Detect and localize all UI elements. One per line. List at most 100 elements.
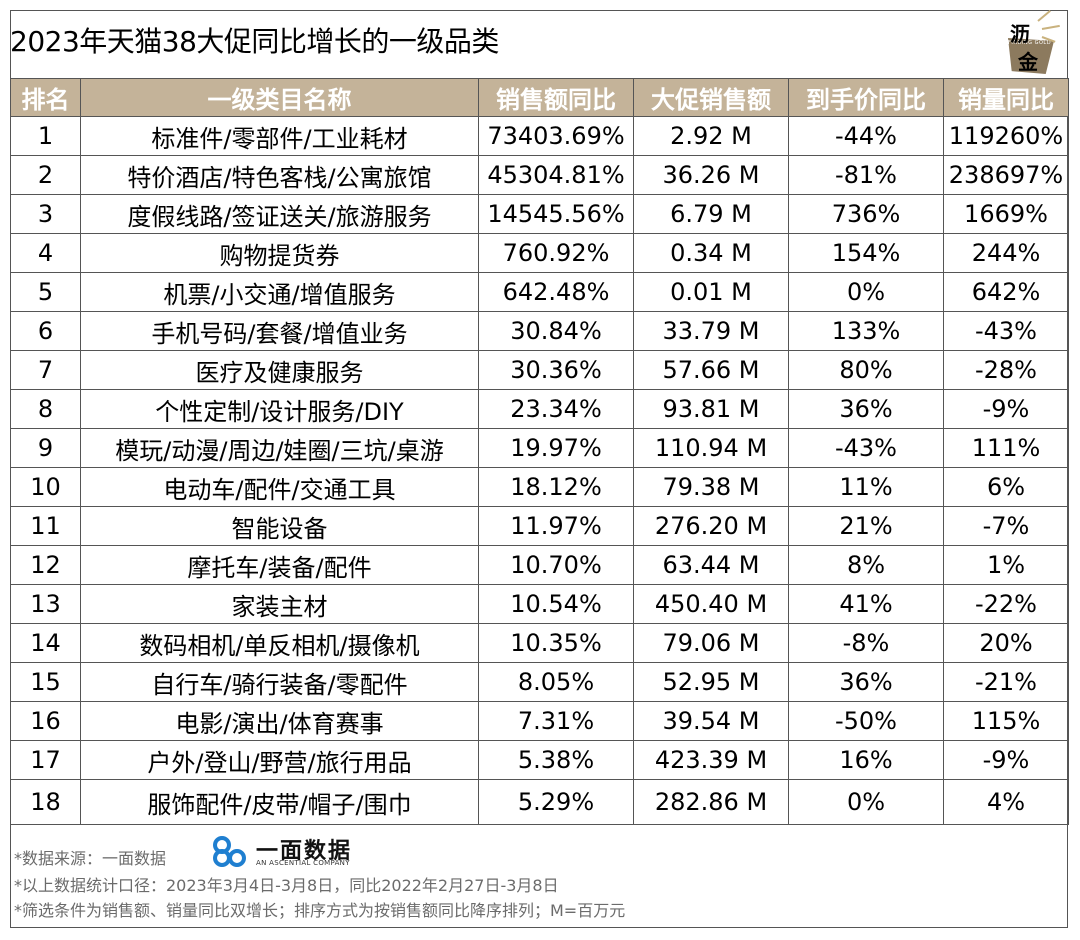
cell-category: 电动车/配件/交通工具 <box>80 467 479 507</box>
cell-sales-yoy: 45304.81% <box>478 155 634 195</box>
cell-price-yoy: 8% <box>788 545 944 585</box>
header-price-yoy: 到手价同比 <box>788 78 944 117</box>
cell-rank: 5 <box>10 272 81 312</box>
lijin-logo: FINDING GOLD 沥 金 <box>1004 9 1068 76</box>
footer-source: *数据来源：一面数据 <box>14 849 167 868</box>
cell-volume-yoy: 119260% <box>943 116 1069 156</box>
cell-sales-yoy: 14545.56% <box>478 194 634 234</box>
table-row: 5 机票/小交通/增值服务 642.48% 0.01 M 0% 642% <box>10 272 1069 312</box>
cell-volume-yoy: 1% <box>943 545 1069 585</box>
cell-category: 电影/演出/体育赛事 <box>80 701 479 741</box>
table-header-row: 排名 一级类目名称 销售额同比 大促销售额 到手价同比 销量同比 <box>10 78 1069 117</box>
cell-volume-yoy: -22% <box>943 584 1069 624</box>
cell-price-yoy: 0% <box>788 272 944 312</box>
cell-promo-sales: 110.94 M <box>633 428 789 468</box>
brand-subtitle: AN ASCENTIAL COMPANY <box>256 859 350 867</box>
table-row: 10 电动车/配件/交通工具 18.12% 79.38 M 11% 6% <box>10 467 1069 507</box>
cell-sales-yoy: 30.36% <box>478 350 634 390</box>
table-row: 11 智能设备 11.97% 276.20 M 21% -7% <box>10 506 1069 546</box>
header-rank: 排名 <box>10 78 81 117</box>
cell-rank: 8 <box>10 389 81 429</box>
cell-volume-yoy: 20% <box>943 623 1069 663</box>
cell-promo-sales: 57.66 M <box>633 350 789 390</box>
table-row: 6 手机号码/套餐/增值业务 30.84% 33.79 M 133% -43% <box>10 311 1069 351</box>
cell-rank: 10 <box>10 467 81 507</box>
cell-rank: 7 <box>10 350 81 390</box>
cell-volume-yoy: 642% <box>943 272 1069 312</box>
cell-category: 家装主材 <box>80 584 479 624</box>
header-volume-yoy: 销量同比 <box>943 78 1069 117</box>
cell-price-yoy: 154% <box>788 233 944 273</box>
cell-price-yoy: 736% <box>788 194 944 234</box>
footer: *数据来源：一面数据 一面数据 AN ASCENTIAL COMPANY *以上… <box>10 827 1068 928</box>
table-row: 9 模玩/动漫/周边/娃圈/三坑/桌游 19.97% 110.94 M -43% 111% <box>10 428 1069 468</box>
cell-promo-sales: 39.54 M <box>633 701 789 741</box>
page-title: 2023年天猫38大促同比增长的一级品类 <box>10 25 499 58</box>
cell-promo-sales: 36.26 M <box>633 155 789 195</box>
cell-price-yoy: 41% <box>788 584 944 624</box>
header-sales-yoy: 销售额同比 <box>478 78 634 117</box>
table-row: 8 个性定制/设计服务/DIY 23.34% 93.81 M 36% -9% <box>10 389 1069 429</box>
cell-rank: 14 <box>10 623 81 663</box>
cell-promo-sales: 79.38 M <box>633 467 789 507</box>
footer-note-period: *以上数据统计口径：2023年3月4日-3月8日，同比2022年2月27日-3月… <box>14 876 559 895</box>
cell-price-yoy: 36% <box>788 662 944 702</box>
cell-category: 个性定制/设计服务/DIY <box>80 389 479 429</box>
cell-category: 手机号码/套餐/增值业务 <box>80 311 479 351</box>
cell-sales-yoy: 23.34% <box>478 389 634 429</box>
cell-volume-yoy: -9% <box>943 389 1069 429</box>
category-table: 排名 一级类目名称 销售额同比 大促销售额 到手价同比 销量同比 1 标准件/零部… <box>10 78 1069 825</box>
cell-price-yoy: 80% <box>788 350 944 390</box>
cell-volume-yoy: 6% <box>943 467 1069 507</box>
cell-sales-yoy: 5.38% <box>478 740 634 780</box>
header-category: 一级类目名称 <box>80 78 479 117</box>
cell-category: 服饰配件/皮带/帽子/围巾 <box>80 779 479 825</box>
cell-rank: 2 <box>10 155 81 195</box>
cell-rank: 6 <box>10 311 81 351</box>
table-row: 13 家装主材 10.54% 450.40 M 41% -22% <box>10 584 1069 624</box>
brand-name: 一面数据 <box>256 839 353 864</box>
cell-sales-yoy: 10.70% <box>478 545 634 585</box>
cell-price-yoy: -44% <box>788 116 944 156</box>
cell-sales-yoy: 10.54% <box>478 584 634 624</box>
cell-rank: 4 <box>10 233 81 273</box>
cell-rank: 15 <box>10 662 81 702</box>
yimian-logo-icon <box>213 836 246 867</box>
table-row: 1 标准件/零部件/工业耗材 73403.69% 2.92 M -44% 119260% <box>10 116 1069 156</box>
cell-promo-sales: 0.01 M <box>633 272 789 312</box>
logo-ray <box>1041 24 1060 30</box>
cell-promo-sales: 282.86 M <box>633 779 789 825</box>
cell-sales-yoy: 18.12% <box>478 467 634 507</box>
cell-promo-sales: 423.39 M <box>633 740 789 780</box>
cell-rank: 16 <box>10 701 81 741</box>
logo-char-li: 沥 <box>1010 22 1030 46</box>
table-row: 17 户外/登山/野营/旅行用品 5.38% 423.39 M 16% -9% <box>10 740 1069 780</box>
cell-category: 自行车/骑行装备/零配件 <box>80 662 479 702</box>
cell-volume-yoy: -28% <box>943 350 1069 390</box>
table-row: 18 服饰配件/皮带/帽子/围巾 5.29% 282.86 M 0% 4% <box>10 779 1069 825</box>
cell-sales-yoy: 11.97% <box>478 506 634 546</box>
cell-promo-sales: 93.81 M <box>633 389 789 429</box>
cell-sales-yoy: 30.84% <box>478 311 634 351</box>
cell-category: 特价酒店/特色客栈/公寓旅馆 <box>80 155 479 195</box>
cell-promo-sales: 63.44 M <box>633 545 789 585</box>
cell-rank: 18 <box>10 779 81 825</box>
cell-price-yoy: -8% <box>788 623 944 663</box>
cell-price-yoy: 133% <box>788 311 944 351</box>
header-promo-sales: 大促销售额 <box>633 78 789 117</box>
cell-category: 摩托车/装备/配件 <box>80 545 479 585</box>
cell-volume-yoy: 4% <box>943 779 1069 825</box>
cell-volume-yoy: 1669% <box>943 194 1069 234</box>
cell-category: 医疗及健康服务 <box>80 350 479 390</box>
cell-category: 模玩/动漫/周边/娃圈/三坑/桌游 <box>80 428 479 468</box>
cell-sales-yoy: 73403.69% <box>478 116 634 156</box>
cell-promo-sales: 450.40 M <box>633 584 789 624</box>
cell-promo-sales: 33.79 M <box>633 311 789 351</box>
cell-rank: 17 <box>10 740 81 780</box>
cell-rank: 13 <box>10 584 81 624</box>
cell-sales-yoy: 5.29% <box>478 779 634 825</box>
cell-price-yoy: 0% <box>788 779 944 825</box>
table-row: 12 摩托车/装备/配件 10.70% 63.44 M 8% 1% <box>10 545 1069 585</box>
cell-volume-yoy: 115% <box>943 701 1069 741</box>
cell-price-yoy: 36% <box>788 389 944 429</box>
